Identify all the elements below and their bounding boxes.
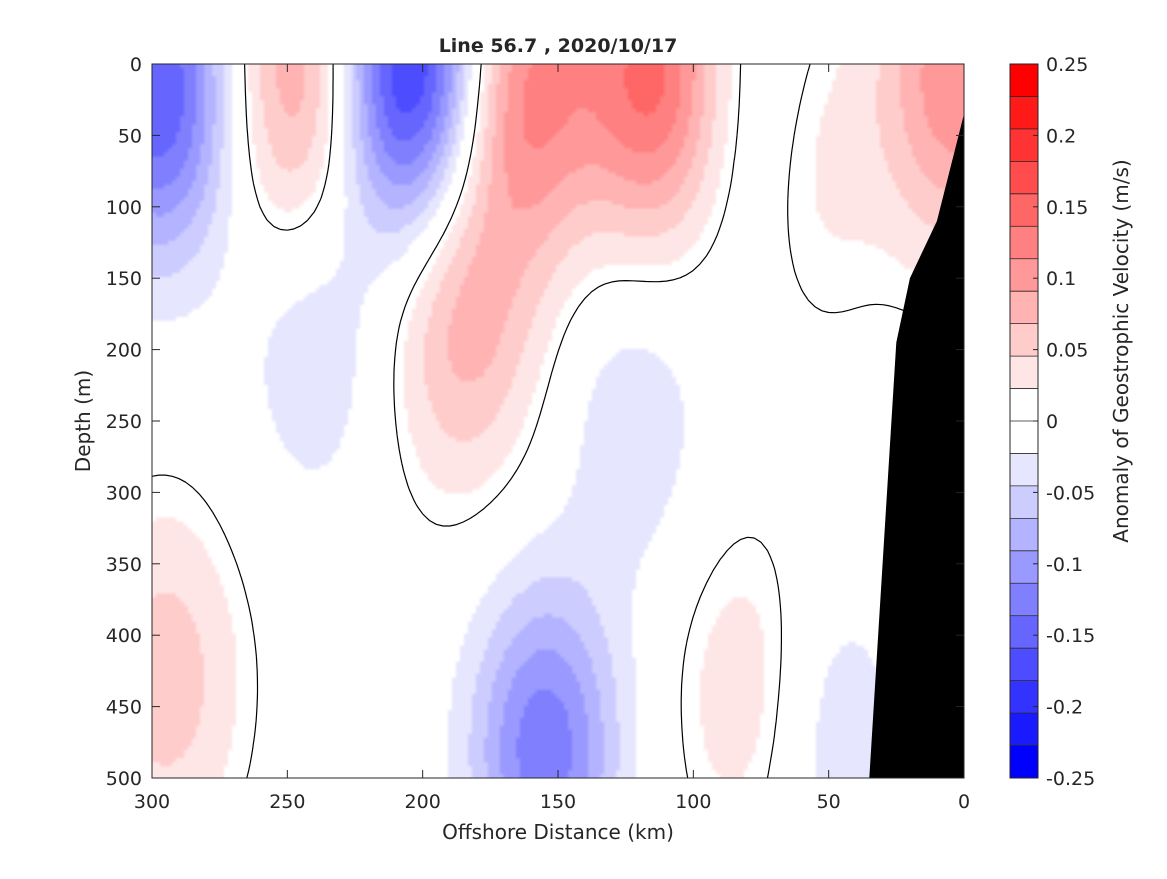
colorbar: -0.25 -0.2 -0.15 -0.1 -0.05 0 0.05 0.1 0.15 0.2 0.… <box>1009 54 1095 790</box>
colorbar-tick-label: -0.2 <box>1046 697 1083 719</box>
x-tick-label: 250 <box>269 791 305 813</box>
colorbar-segment <box>1010 388 1038 422</box>
colorbar-segment <box>1010 128 1038 162</box>
colorbar-tick-label: -0.1 <box>1046 554 1083 576</box>
colorbar-segment <box>1010 680 1038 714</box>
x-tick-label: 200 <box>405 791 441 813</box>
y-tick-label: 0 <box>130 54 142 76</box>
colorbar-tick-label: -0.15 <box>1046 625 1095 647</box>
colorbar-segment <box>1010 485 1038 519</box>
x-tick-label: 50 <box>817 791 841 813</box>
colorbar-segment <box>1010 193 1038 227</box>
colorbar-segment <box>1010 258 1038 292</box>
y-tick-label: 300 <box>106 482 142 504</box>
colorbar-segment <box>1010 64 1038 97</box>
colorbar-tick-label: 0.05 <box>1046 340 1088 362</box>
contour-line <box>152 64 964 778</box>
bathymetry-mask <box>869 114 964 778</box>
colorbar-segment <box>1010 550 1038 584</box>
seafloor <box>869 114 964 778</box>
colorbar-tick-label: 0.15 <box>1046 197 1088 219</box>
colorbar-segment <box>1010 713 1038 747</box>
y-axis-label: Depth (m) <box>71 370 95 472</box>
colorbar-segment <box>1010 161 1038 195</box>
colorbar-tick-label: 0.2 <box>1046 125 1076 147</box>
y-tick-label: 500 <box>106 768 142 790</box>
x-tick-label: 150 <box>540 791 576 813</box>
y-tick-label: 50 <box>118 125 142 147</box>
x-axis-label: Offshore Distance (km) <box>442 820 674 844</box>
y-tick-label: 400 <box>106 625 142 647</box>
colorbar-segment <box>1010 615 1038 649</box>
colorbar-segment <box>1010 96 1038 130</box>
colorbar-segment <box>1010 323 1038 357</box>
chart-title: Line 56.7 , 2020/10/17 <box>439 35 678 57</box>
y-tick-label: 250 <box>106 411 142 433</box>
velocity-field <box>152 64 964 778</box>
x-tick-label: 0 <box>958 791 970 813</box>
zero-contour-lines <box>152 64 964 778</box>
colorbar-tick-label: -0.05 <box>1046 482 1095 504</box>
y-tick-label: 200 <box>106 340 142 362</box>
colorbar-segment <box>1010 518 1038 552</box>
colorbar-tick-label: -0.25 <box>1046 768 1095 790</box>
x-tick-label: 300 <box>134 791 170 813</box>
colorbar-segment <box>1010 583 1038 617</box>
y-tick-label: 150 <box>106 268 142 290</box>
colorbar-label: Anomaly of Geostrophic Velocity (m/s) <box>1109 159 1133 542</box>
y-tick-label: 100 <box>106 197 142 219</box>
colorbar-tick-label: 0 <box>1046 411 1058 433</box>
contour-field <box>152 64 964 778</box>
colorbar-tick-label: 0.25 <box>1046 54 1088 76</box>
y-tick-label: 450 <box>106 697 142 719</box>
y-tick-label: 350 <box>106 554 142 576</box>
colorbar-segment <box>1010 226 1038 260</box>
colorbar-segment <box>1010 356 1038 390</box>
x-axis: 300 250 200 150 100 50 0 <box>134 64 970 813</box>
colorbar-segment <box>1010 745 1038 779</box>
colorbar-segment <box>1010 421 1038 454</box>
y-axis: 0 50 100 150 200 250 300 350 400 450 500 <box>106 54 964 790</box>
colorbar-segment <box>1010 291 1038 325</box>
colorbar-segment <box>1010 453 1038 487</box>
colorbar-segment <box>1010 648 1038 682</box>
x-tick-label: 100 <box>675 791 711 813</box>
colorbar-tick-label: 0.1 <box>1046 268 1076 290</box>
